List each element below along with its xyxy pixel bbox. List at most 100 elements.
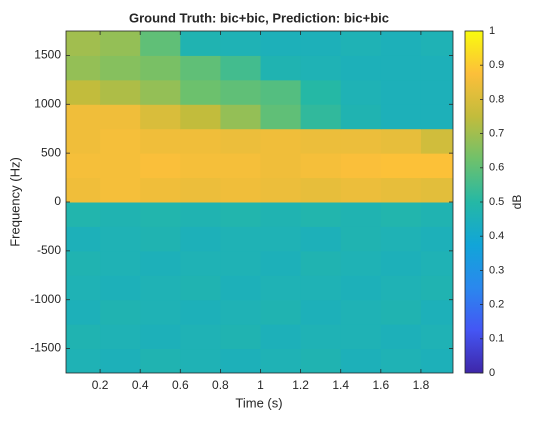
- heatmap-cell: [100, 177, 141, 203]
- heatmap-cell: [140, 177, 181, 203]
- heatmap-cell: [100, 55, 141, 81]
- heatmap-cell: [420, 177, 453, 203]
- heatmap-cell: [300, 299, 342, 325]
- heatmap-cell: [340, 275, 382, 301]
- colorbar-tick-label: 0.1: [489, 333, 504, 345]
- heatmap-cell: [100, 202, 141, 227]
- heatmap-cell: [140, 275, 181, 301]
- colorbar-tick-label: 0.5: [489, 196, 504, 208]
- heatmap-cell: [220, 128, 262, 154]
- heatmap-cell: [180, 202, 221, 227]
- heatmap-cell: [380, 128, 422, 154]
- heatmap-cell: [340, 153, 382, 179]
- heatmap-cell: [380, 348, 422, 373]
- heatmap-cell: [300, 31, 342, 56]
- heatmap-cell: [140, 299, 181, 325]
- y-tick-label: 1500: [34, 48, 61, 62]
- heatmap-cell: [260, 226, 302, 252]
- y-tick-label: 500: [41, 145, 61, 159]
- heatmap-cell: [100, 226, 141, 252]
- heatmap-cell: [100, 128, 141, 154]
- heatmap-cell: [420, 250, 453, 276]
- heatmap-cell: [180, 55, 221, 81]
- heatmap-cell: [180, 299, 221, 325]
- heatmap-cell: [380, 79, 422, 105]
- heatmap-cell: [260, 202, 302, 227]
- heatmap-cell: [180, 250, 221, 276]
- heatmap-cell: [66, 104, 101, 130]
- heatmap-cell: [300, 275, 342, 301]
- x-tick-label: 1.4: [332, 378, 349, 392]
- heatmap-cell: [380, 226, 422, 252]
- heatmap-cell: [300, 250, 342, 276]
- heatmap-cell: [140, 324, 181, 350]
- heatmap-cell: [300, 226, 342, 252]
- y-tick-label: -1500: [30, 341, 61, 355]
- heatmap-cell: [260, 104, 302, 130]
- colorbar-tick-label: 0.3: [489, 264, 504, 276]
- heatmap-cell: [340, 79, 382, 105]
- colorbar-tick-label: 0: [489, 367, 495, 379]
- heatmap-cell: [220, 324, 262, 350]
- heatmap-cell: [66, 79, 101, 105]
- heatmap-cell: [340, 250, 382, 276]
- heatmap-cell: [420, 348, 453, 373]
- x-tick-label: 1.8: [413, 378, 430, 392]
- heatmap-cell: [380, 31, 422, 56]
- colorbar-tick-label: 0.7: [489, 128, 504, 140]
- chart-title: Ground Truth: bic+bic, Prediction: bic+b…: [129, 10, 389, 25]
- heatmap-cell: [66, 299, 101, 325]
- heatmap-cell: [380, 275, 422, 301]
- colorbar-tick-label: 0.2: [489, 299, 504, 311]
- y-axis-label: Frequency (Hz): [7, 157, 22, 247]
- heatmap-cell: [340, 55, 382, 81]
- heatmap-cell: [140, 55, 181, 81]
- heatmap-cell: [380, 324, 422, 350]
- heatmap-cell: [66, 275, 101, 301]
- heatmap-cell: [260, 79, 302, 105]
- heatmap-cell: [300, 202, 342, 227]
- heatmap-cell: [380, 202, 422, 227]
- heatmap-cell: [260, 177, 302, 203]
- heatmap-cell: [220, 104, 262, 130]
- heatmap-cell: [380, 177, 422, 203]
- heatmap-cell: [220, 31, 262, 56]
- heatmap-cell: [180, 79, 221, 105]
- heatmap-cell: [100, 250, 141, 276]
- x-tick-label: 1: [257, 378, 264, 392]
- y-tick-label: -1000: [30, 292, 61, 306]
- heatmap-cell: [100, 79, 141, 105]
- x-axis-label: Time (s): [235, 395, 282, 410]
- heatmap-cell: [180, 226, 221, 252]
- heatmap-cell: [380, 153, 422, 179]
- heatmap-cell: [140, 202, 181, 227]
- heatmap-cell: [420, 31, 453, 56]
- heatmap-cell: [140, 104, 181, 130]
- x-tick-label: 0.6: [172, 378, 189, 392]
- heatmap-cell: [100, 299, 141, 325]
- heatmap-cell: [300, 324, 342, 350]
- heatmap-cell: [100, 348, 141, 373]
- heatmap-cell: [340, 31, 382, 56]
- heatmap-cell: [220, 55, 262, 81]
- colorbar-tick-label: 1: [489, 25, 495, 37]
- heatmap-cell: [66, 226, 101, 252]
- heatmap-cell: [140, 348, 181, 373]
- heatmap-cell: [100, 104, 141, 130]
- heatmap-cell: [180, 177, 221, 203]
- colorbar-tick-label: 0.6: [489, 162, 504, 174]
- heatmap-cell: [140, 153, 181, 179]
- heatmap-cell: [100, 275, 141, 301]
- heatmap-cell: [340, 128, 382, 154]
- heatmap-cell: [66, 250, 101, 276]
- colorbar-tick-label: 0.8: [489, 93, 504, 105]
- heatmap-cell: [66, 128, 101, 154]
- heatmap-cell: [260, 348, 302, 373]
- heatmap-cell: [420, 104, 453, 130]
- heatmap-cell: [380, 250, 422, 276]
- heatmap-cell: [180, 104, 221, 130]
- heatmap-cell: [220, 250, 262, 276]
- heatmap-cell: [220, 275, 262, 301]
- heatmap-cell: [66, 55, 101, 81]
